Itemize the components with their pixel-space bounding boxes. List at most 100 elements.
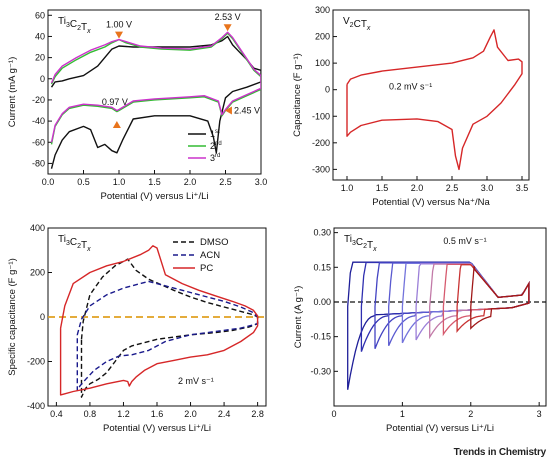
panel-1: 0.0 0.5 1.0 1.5 2.0 2.5 3.0 -80 -60 -40 -20 0 20 40 60…: [7, 9, 268, 202]
panel-4: 0 1 2 3 -0.30 -0.15 0.00 0.15 0.30 Potential (V) …: [293, 227, 547, 434]
y-tick-label: 200: [30, 268, 45, 278]
annotation-label: 2 mV s⁻¹: [178, 376, 214, 386]
x-tick-label: 0.0: [42, 177, 55, 187]
material-label: Ti3C2Tx: [58, 234, 91, 253]
y-tick-label: -300: [312, 164, 330, 174]
material-label: V2CTx: [343, 16, 371, 32]
y-tick-label: -200: [312, 138, 330, 148]
y-tick-label: -80: [32, 158, 45, 168]
y-axis-label: Current (A g⁻¹): [293, 286, 304, 349]
panel-3: 0.4 0.8 1.2 1.6 2.0 2.4 2.8 -400 -200 0 200 400 Pote…: [7, 223, 267, 434]
series-line: [80, 258, 259, 398]
legend-label: 2nd: [210, 141, 222, 151]
cv-curve: [374, 262, 530, 349]
x-tick-label: 2.8: [251, 409, 264, 419]
y-tick-label: 400: [30, 223, 45, 233]
panel-2: 1.0 1.5 2.0 2.5 3.0 3.5 -300 -200 -100 0 100 200 300…: [292, 5, 530, 208]
y-tick-label: -40: [32, 116, 45, 126]
x-tick-label: 1.5: [148, 177, 161, 187]
x-tick-label: 0.8: [84, 409, 97, 419]
y-tick-label: 300: [315, 5, 330, 15]
x-tick-label: 2: [468, 409, 473, 419]
y-tick-label: 0: [40, 74, 45, 84]
y-tick-label: 40: [35, 31, 45, 41]
x-tick-label: 2.0: [184, 177, 197, 187]
x-tick-label: 3: [537, 409, 542, 419]
plot-frame: [332, 9, 530, 181]
material-label: Ti3C2Tx: [344, 234, 377, 253]
x-tick-label: 3.0: [255, 177, 268, 187]
x-tick-label: 1: [400, 409, 405, 419]
x-axis-label: Potential (V) versus Na⁺/Na: [372, 197, 490, 208]
legend-label: 1st: [210, 129, 220, 139]
plot-area: [347, 261, 530, 390]
y-tick-label: 100: [315, 58, 330, 68]
y-axis-label: Current (mA g⁻¹): [7, 57, 18, 127]
plot-area: [50, 31, 261, 169]
annotation-arrow: [224, 106, 232, 115]
plot-frame: [333, 227, 547, 407]
y-tick-label: 200: [315, 32, 330, 42]
y-tick-label: -400: [27, 401, 45, 411]
y-tick-label: 0.00: [313, 297, 331, 307]
x-tick-label: 0.4: [50, 409, 63, 419]
y-tick-label: 0: [325, 85, 330, 95]
annotation-arrow: [112, 120, 121, 128]
x-tick-label: 1.6: [151, 409, 164, 419]
y-tick-label: -20: [32, 95, 45, 105]
x-tick-label: 2.0: [411, 183, 424, 193]
x-tick-label: 2.5: [219, 177, 232, 187]
legend-label: PC: [200, 263, 213, 274]
cv-curve: [360, 261, 530, 352]
y-tick-label: 20: [35, 53, 45, 63]
x-tick-label: 3.0: [481, 183, 494, 193]
series-line: [346, 29, 523, 171]
annotation-label: 1.00 V: [106, 20, 132, 30]
y-tick-label: -200: [27, 357, 45, 367]
y-tick-label: -60: [32, 137, 45, 147]
plot-area: [59, 245, 259, 398]
y-tick-label: -0.30: [310, 366, 331, 376]
annotation-arrow: [223, 24, 232, 32]
material-label: Ti3C2Tx: [58, 16, 91, 35]
x-tick-label: 0.5: [77, 177, 90, 187]
x-axis-label: Potential (V) versus Li⁺/Li: [103, 423, 211, 434]
x-tick-label: 2.5: [446, 183, 459, 193]
y-tick-label: 0.15: [313, 262, 331, 272]
y-tick-label: -0.15: [310, 332, 331, 342]
annotation-label: 2.53 V: [215, 12, 241, 22]
legend-label: 3rd: [210, 153, 220, 163]
x-tick-label: 0: [331, 409, 336, 419]
plot-frame: [47, 227, 267, 407]
y-tick-label: 0.30: [313, 228, 331, 238]
legend-label: DMSO: [200, 237, 229, 248]
y-axis-label: Capacitance (F g⁻¹): [292, 53, 303, 137]
series-line: [50, 32, 261, 145]
y-tick-label: 0: [40, 312, 45, 322]
annotation-label: 2.45 V: [234, 106, 260, 116]
annotation-label: 0.97 V: [102, 97, 128, 107]
x-tick-label: 3.5: [516, 183, 529, 193]
x-axis-label: Potential (V) versus Li⁺/Li: [101, 191, 209, 202]
cv-curve: [388, 262, 530, 347]
x-tick-label: 1.0: [341, 183, 354, 193]
journal-footer: Trends in Chemistry: [453, 447, 547, 458]
cv-curve: [456, 264, 530, 333]
annotation-label: 0.5 mV s⁻¹: [443, 236, 486, 246]
cv-curve: [442, 263, 530, 337]
series-line: [50, 31, 261, 143]
x-axis-label: Potential (V) versus Li⁺/Li: [386, 423, 494, 434]
x-tick-label: 2.0: [184, 409, 197, 419]
y-axis-label: Specific capacitance (F g⁻¹): [7, 258, 18, 375]
series-line: [59, 245, 259, 396]
cv-curve: [470, 266, 530, 330]
y-tick-label: -100: [312, 111, 330, 121]
annotation-arrow: [115, 31, 123, 39]
x-tick-label: 1.5: [376, 183, 389, 193]
x-tick-label: 2.4: [218, 409, 231, 419]
series-line: [50, 35, 261, 169]
y-tick-label: 60: [35, 10, 45, 20]
x-tick-label: 1.2: [117, 409, 130, 419]
annotation-label: 0.2 mV s⁻¹: [389, 82, 432, 92]
